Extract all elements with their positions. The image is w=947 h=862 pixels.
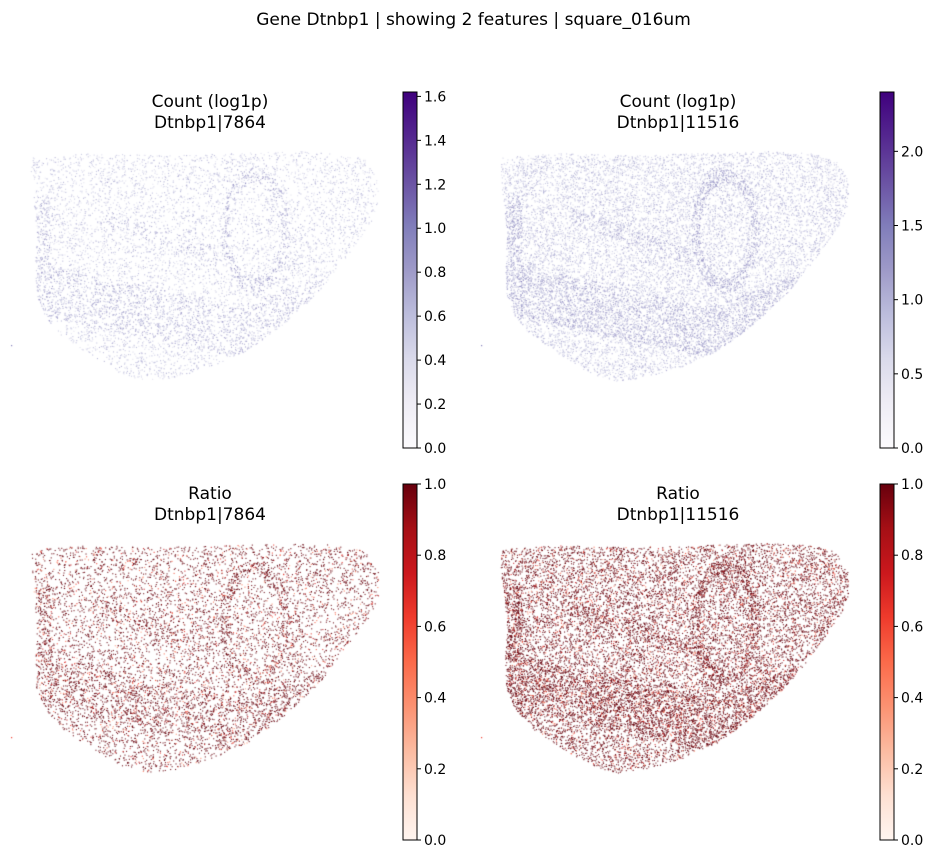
colorbar-tick-label: 1.2 <box>424 177 446 193</box>
panel-subtitle-line: Dtnbp1|7864 <box>154 505 266 525</box>
colorbar-count-7864: 0.0 0.2 0.4 0.6 0.8 1.0 1.2 1.4 1.6 <box>402 89 446 455</box>
panel-title-line: Ratio <box>656 484 700 504</box>
colorbar-tick-label: 0.8 <box>424 548 446 564</box>
panel-title-ratio-7864: Ratio Dtnbp1|7864 <box>60 484 360 526</box>
colorbar-gradient <box>879 91 895 449</box>
spatial-plot-ratio-7864 <box>10 537 390 797</box>
colorbar-tick-label: 0.8 <box>901 548 923 564</box>
colorbar-count-11516: 0.0 0.5 1.0 1.5 2.0 <box>879 91 923 455</box>
colorbar-tick-label: 1.6 <box>424 89 446 105</box>
panel-title-line: Count (log1p) <box>151 92 269 112</box>
colorbar-ratio-11516: 0.0 0.2 0.4 0.6 0.8 1.0 <box>879 477 923 847</box>
colorbar-tick-label: 1.0 <box>901 477 923 493</box>
colorbar-tick-label: 0.0 <box>424 441 446 455</box>
colorbar-tick-label: 0.4 <box>901 691 923 707</box>
panel-title-line: Count (log1p) <box>619 92 737 112</box>
panel-subtitle-line: Dtnbp1|11516 <box>616 505 740 525</box>
colorbar-tick-label: 0.4 <box>424 691 446 707</box>
colorbar-gradient <box>402 91 418 449</box>
colorbar-tick-label: 0.0 <box>424 833 446 847</box>
colorbar-tick-label: 0.6 <box>901 619 923 635</box>
colorbar-tick-label: 0.8 <box>424 265 446 281</box>
panel-title-count-7864: Count (log1p) Dtnbp1|7864 <box>60 92 360 134</box>
colorbar-tick-label: 1.0 <box>424 221 446 237</box>
spatial-plot-count-7864 <box>10 145 390 405</box>
colorbar-tick-label: 1.0 <box>901 293 923 309</box>
colorbar-tick-label: 0.0 <box>901 441 923 455</box>
colorbar-tick-label: 0.2 <box>424 762 446 778</box>
colorbar-tick-label: 1.0 <box>424 477 446 493</box>
spatial-plot-count-11516 <box>480 145 860 405</box>
panel-subtitle-line: Dtnbp1|7864 <box>154 113 266 133</box>
colorbar-tick-label: 0.2 <box>424 397 446 413</box>
figure-title: Gene Dtnbp1 | showing 2 features | squar… <box>256 10 691 30</box>
colorbar-tick-label: 1.4 <box>424 133 446 149</box>
colorbar-tick-label: 0.2 <box>901 762 923 778</box>
spatial-plot-ratio-11516 <box>480 537 860 797</box>
colorbar-tick-label: 0.6 <box>424 619 446 635</box>
colorbar-gradient <box>402 483 418 841</box>
colorbar-tick-label: 0.5 <box>901 367 923 383</box>
colorbar-tick-label: 0.0 <box>901 833 923 847</box>
panel-title-ratio-11516: Ratio Dtnbp1|11516 <box>528 484 828 526</box>
panel-title-line: Ratio <box>188 484 232 504</box>
panel-subtitle-line: Dtnbp1|11516 <box>616 113 740 133</box>
colorbar-tick-label: 0.6 <box>424 309 446 325</box>
colorbar-ratio-7864: 0.0 0.2 0.4 0.6 0.8 1.0 <box>402 477 446 847</box>
colorbar-tick-label: 1.5 <box>901 219 923 235</box>
panel-title-count-11516: Count (log1p) Dtnbp1|11516 <box>528 92 828 134</box>
colorbar-tick-label: 0.4 <box>424 353 446 369</box>
colorbar-tick-label: 2.0 <box>901 144 923 160</box>
colorbar-gradient <box>879 483 895 841</box>
